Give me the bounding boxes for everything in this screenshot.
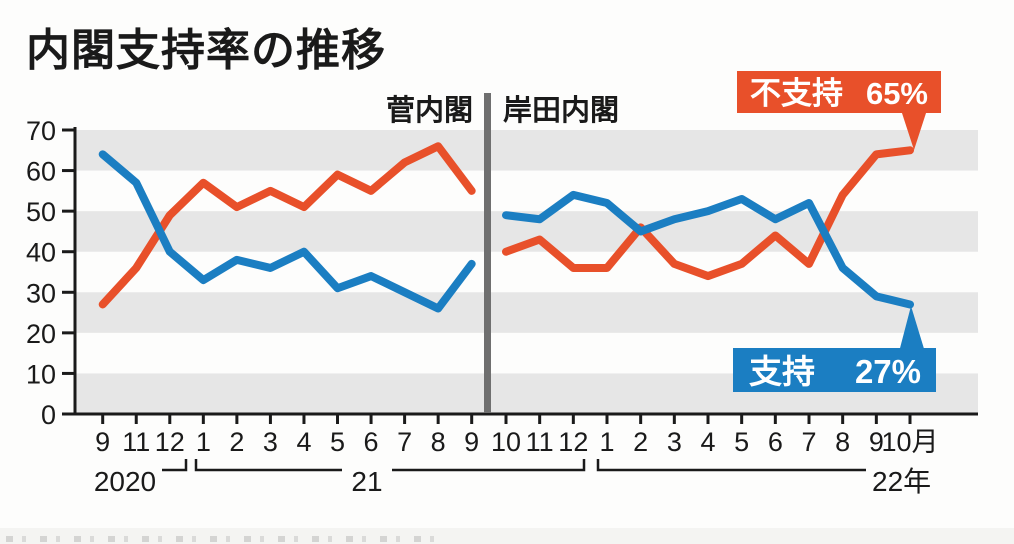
year-label-22: 22年 — [872, 466, 931, 497]
approve-callout-pointer — [899, 306, 925, 352]
month-label: 4 — [296, 427, 311, 457]
y-tick-label: 40 — [26, 238, 56, 268]
month-label: 3 — [667, 427, 682, 457]
disapprove-callout: 不支持 65% — [737, 71, 941, 150]
cropped-footer-strip — [0, 528, 1014, 544]
year-bracket-21-right — [392, 459, 586, 472]
month-label: 9 — [464, 427, 479, 457]
series-line-approve-panel2 — [502, 190, 915, 309]
grid-band — [75, 292, 978, 333]
month-label: 7 — [801, 427, 816, 457]
year-label-2020: 2020 — [94, 466, 156, 497]
month-label: 2 — [633, 427, 648, 457]
grid-band — [75, 130, 978, 171]
month-label: 7 — [397, 427, 412, 457]
y-tick-label: 20 — [26, 319, 56, 349]
y-tick-label: 30 — [26, 278, 56, 308]
approve-callout: 支持 27% — [733, 306, 936, 392]
month-label: 1 — [599, 427, 614, 457]
year-bracket-21-left — [194, 459, 342, 472]
series-line-approve-panel1 — [98, 150, 476, 313]
y-tick-label: 70 — [26, 116, 56, 146]
month-label: 10月 — [881, 427, 938, 457]
month-label: 8 — [431, 427, 446, 457]
chart-title: 内閣支持率の推移 — [26, 26, 386, 75]
approve-callout-label: 支持 — [749, 353, 815, 390]
month-label: 8 — [835, 427, 850, 457]
kishida-cabinet-label: 岸田内閣 — [503, 94, 619, 127]
month-label: 5 — [734, 427, 749, 457]
month-label: 9 — [869, 427, 884, 457]
y-tick-label: 0 — [41, 400, 56, 430]
month-label: 6 — [768, 427, 783, 457]
month-label: 12 — [155, 427, 185, 457]
year-label-21: 21 — [351, 466, 382, 497]
month-label: 2 — [229, 427, 244, 457]
month-label: 9 — [95, 427, 110, 457]
approve-callout-value: 27% — [855, 353, 921, 390]
month-label: 3 — [263, 427, 278, 457]
series-line-disapprove-panel2 — [502, 146, 915, 281]
year-bracket-22 — [596, 459, 866, 472]
series-line-disapprove-panel1 — [98, 142, 476, 309]
disapprove-callout-pointer — [901, 110, 927, 150]
approve-callout-box — [733, 348, 936, 392]
disapprove-callout-box — [737, 71, 941, 113]
y-tick-label: 10 — [26, 359, 56, 389]
month-label: 6 — [364, 427, 379, 457]
month-label: 5 — [330, 427, 345, 457]
month-label: 11 — [122, 427, 150, 457]
month-label: 11 — [526, 427, 554, 457]
month-label: 10 — [491, 427, 521, 457]
disapprove-callout-value: 65% — [866, 76, 928, 111]
month-label: 12 — [558, 427, 588, 457]
disapprove-callout-label: 不支持 — [750, 76, 843, 111]
y-tick-label: 50 — [26, 197, 56, 227]
suga-cabinet-label: 菅内閣 — [386, 94, 473, 127]
month-label: 1 — [196, 427, 211, 457]
year-bracket-2020 — [162, 459, 188, 472]
month-label: 4 — [700, 427, 715, 457]
y-tick-label: 60 — [26, 157, 56, 187]
cropped-footer-text — [6, 536, 446, 542]
